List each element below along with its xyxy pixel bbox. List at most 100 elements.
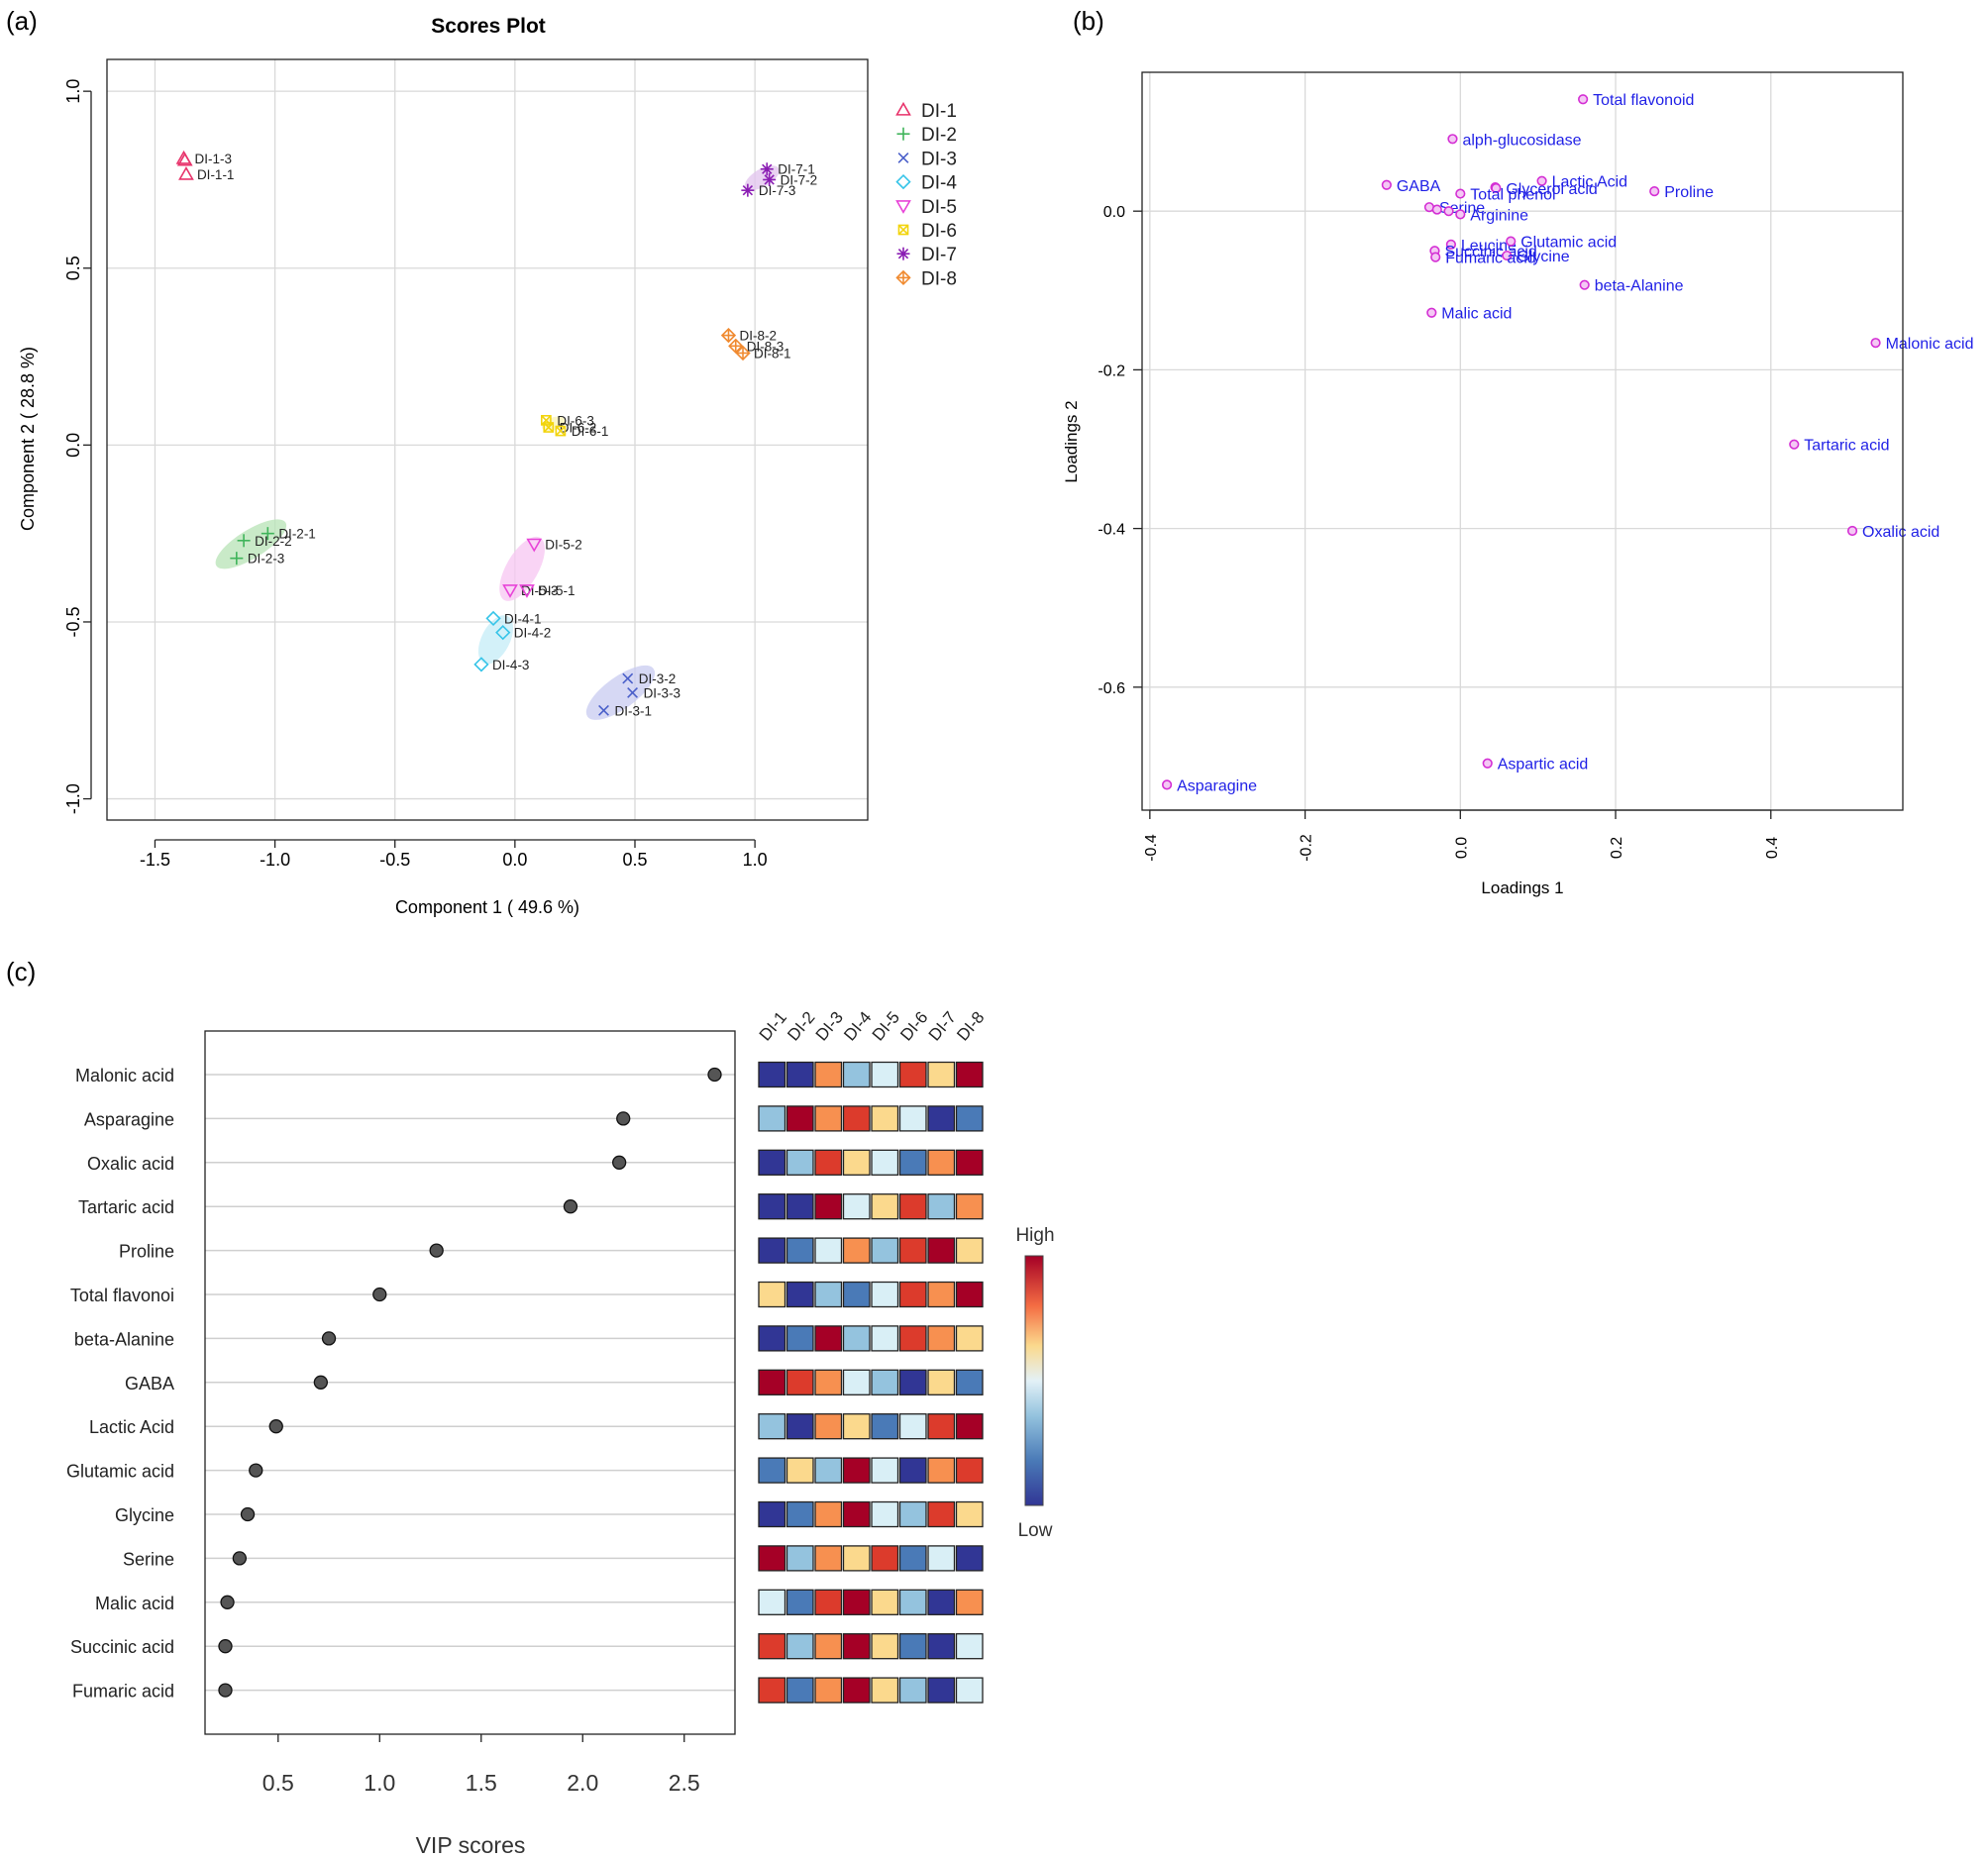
heatmap-cell [898,1369,927,1395]
heatmap-cell [758,1237,786,1264]
heatmap-cell [927,1677,956,1703]
heatmap-cell [814,1633,843,1660]
score-point-label: DI-4-3 [492,658,530,672]
heatmap-cell [842,1413,871,1440]
heatmap-cell [955,1589,984,1615]
loading-marker [1578,94,1589,105]
heatmap-cell [842,1457,871,1484]
scores-points: DI-1-3DI-1-1DI-2-1DI-2-2DI-2-3DI-3-2DI-3… [175,150,817,718]
heatmap-cell [955,1677,984,1703]
legend-item-di-1: DI-1 [895,101,957,122]
vip-plot-frame [204,1030,736,1735]
loading-label: Malonic acid [1886,336,1974,353]
score-point-di-3-1 [598,704,609,716]
loading-marker [1579,279,1590,290]
loading-point-threonine [1443,206,1454,217]
legend-label: DI-7 [921,245,957,265]
score-point-label: DI-4-2 [514,626,552,641]
heatmap-cell [814,1281,843,1308]
score-point-di-6-2 [543,422,555,433]
heatmap-cell [898,1281,927,1308]
legend-label: DI-5 [921,197,957,218]
heatmap-cell [927,1633,956,1660]
heatmap-cell [871,1149,899,1176]
score-point-label: DI-8-1 [754,346,791,361]
heatmap-cell [814,1149,843,1176]
heatmap-cell [758,1325,786,1352]
heatmap-cell [927,1457,956,1484]
heatmap-cell [955,1237,984,1264]
loading-marker [1430,252,1441,262]
loadings-y-tick-label: -0.2 [1098,362,1125,379]
loading-point-beta-alanine: beta-Alanine [1579,278,1684,295]
heatmap-column-label: DI-5 [869,1008,903,1045]
legend-label: DI-1 [921,101,957,122]
loadings-x-axis: -0.4 -0.2 0.0 0.2 0.4 [1143,809,1781,862]
vip-category-label: GABA [125,1374,174,1394]
heatmap-cell [871,1500,899,1528]
score-point-label: DI-3-1 [615,703,653,718]
heatmap-cell [898,1105,927,1132]
vip-category-label: Lactic Acid [89,1417,174,1437]
heatmap-cell [785,1545,814,1572]
heatmap-cell [927,1237,956,1264]
heatmap-cell [871,1677,899,1703]
legend-marker [895,173,911,190]
loading-point-tartaric-acid: Tartaric acid [1789,438,1890,455]
heatmap-cell [814,1500,843,1528]
heatmap-cell [785,1633,814,1660]
loadings-x-tick-label: 0.0 [1453,837,1470,859]
legend-item-di-5: DI-5 [895,197,957,218]
heatmap-cell [898,1457,927,1484]
heatmap-cell [785,1413,814,1440]
vip-category-label: beta-Alanine [74,1329,174,1349]
vip-scores-panel: Malonic acid Asparagine Oxalic acid Tartari… [66,1008,1055,1858]
score-point-label: DI-2-2 [255,534,292,549]
loading-point-total-phenol: Total phenol [1455,187,1556,204]
vip-category-label: Asparagine [84,1109,174,1129]
score-point-di-4-3 [473,657,489,672]
loading-marker [1649,186,1660,197]
heatmap-cell [814,1369,843,1395]
legend-marker [895,200,911,214]
heatmap-cell [758,1105,786,1132]
heatmap-cell [785,1589,814,1615]
heatmap-cell [898,1061,927,1088]
heatmap-cell [871,1061,899,1088]
loading-point-gaba: GABA [1381,178,1441,195]
vip-point-malonic-acid [707,1067,722,1083]
heatmap-cell [898,1633,927,1660]
vip-point-tartaric-acid [563,1199,578,1214]
legend-marker [896,127,910,141]
score-point-label: DI-5-1 [538,583,575,598]
score-point-di-2-1 [261,527,274,541]
score-point-label: DI-5-3 [521,583,559,598]
heatmap-cell [898,1193,927,1220]
loading-point-alanine [1431,204,1442,215]
loading-label: Leucine [1461,238,1517,255]
scores-y-tick-label: 0.0 [63,433,83,458]
scores-x-tick-label: -1.0 [260,850,290,870]
loadings-y-tick-label: 0.0 [1103,204,1125,221]
scores-x-tick-label: 1.0 [743,850,768,870]
vip-category-label: Tartaric acid [78,1197,174,1217]
legend-item-di-8: DI-8 [895,268,957,289]
legend-marker [895,101,911,116]
loading-label: Aspartic acid [1498,757,1589,774]
heatmap-cell [814,1061,843,1088]
score-point-label: DI-1-1 [197,167,235,182]
heatmap-cell [955,1193,984,1220]
vip-category-label: Serine [123,1549,174,1569]
heatmap-cell [758,1500,786,1528]
heatmap-cell [898,1545,927,1572]
heatmap-cell [758,1369,786,1395]
vip-point-proline [429,1243,444,1258]
heatmap-cell [871,1325,899,1352]
heatmap-cell [927,1589,956,1615]
heatmap-cell [758,1589,786,1615]
loadings-plot-panel: Total flavonoid alph-glucosidase GABA Lacti… [1062,71,1974,897]
loading-marker [1491,182,1502,194]
scores-y-tick-label: 0.5 [63,256,83,280]
score-point-label: DI-6-2 [560,420,597,435]
heatmap-cell [927,1061,956,1088]
